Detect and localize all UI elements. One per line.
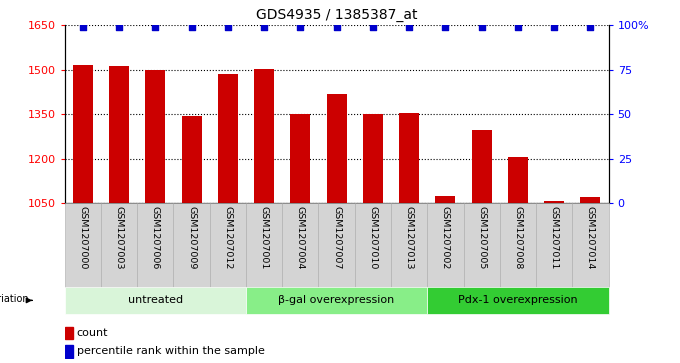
Bar — [65, 287, 246, 314]
Bar — [326, 94, 347, 203]
Bar — [573, 203, 609, 287]
Bar — [581, 197, 600, 203]
Point — [114, 24, 124, 30]
Bar — [508, 157, 528, 203]
Text: GSM1207002: GSM1207002 — [441, 206, 450, 269]
Point — [150, 24, 160, 30]
Bar — [182, 115, 201, 203]
Text: percentile rank within the sample: percentile rank within the sample — [77, 346, 265, 356]
Bar — [109, 66, 129, 203]
Point — [549, 24, 560, 30]
Bar — [391, 203, 427, 287]
Bar — [363, 114, 383, 203]
Text: GSM1207001: GSM1207001 — [260, 206, 269, 269]
Text: Pdx-1 overexpression: Pdx-1 overexpression — [458, 295, 578, 305]
Bar — [137, 203, 173, 287]
Text: GSM1207009: GSM1207009 — [187, 206, 196, 269]
Point — [404, 24, 415, 30]
Bar — [472, 130, 492, 203]
Bar — [464, 203, 500, 287]
Point — [367, 24, 378, 30]
Text: GSM1207014: GSM1207014 — [586, 206, 595, 269]
Bar — [101, 203, 137, 287]
Bar — [399, 113, 419, 203]
Point — [585, 24, 596, 30]
Bar — [73, 65, 92, 203]
Point — [186, 24, 197, 30]
Bar — [355, 203, 391, 287]
Point — [295, 24, 306, 30]
Text: untreated: untreated — [128, 295, 183, 305]
Text: GSM1207012: GSM1207012 — [223, 206, 233, 269]
Point — [78, 24, 88, 30]
Bar — [427, 203, 464, 287]
Bar — [65, 203, 101, 287]
Bar — [500, 203, 536, 287]
Text: count: count — [77, 328, 108, 338]
Bar — [246, 287, 427, 314]
Text: genotype/variation: genotype/variation — [0, 294, 29, 304]
Bar — [282, 203, 318, 287]
Text: GSM1207013: GSM1207013 — [405, 206, 413, 269]
Bar — [435, 196, 456, 203]
Point — [440, 24, 451, 30]
Bar — [254, 69, 274, 203]
Bar — [544, 201, 564, 203]
Bar — [318, 203, 355, 287]
Bar — [536, 203, 573, 287]
Bar — [427, 287, 609, 314]
Text: GSM1207008: GSM1207008 — [513, 206, 522, 269]
Bar — [218, 74, 238, 203]
Text: GSM1207006: GSM1207006 — [151, 206, 160, 269]
Text: GSM1207004: GSM1207004 — [296, 206, 305, 269]
Text: GSM1207007: GSM1207007 — [332, 206, 341, 269]
Text: β-gal overexpression: β-gal overexpression — [279, 295, 394, 305]
Point — [222, 24, 233, 30]
Bar — [65, 327, 73, 339]
Point — [258, 24, 269, 30]
Bar — [65, 345, 73, 358]
Point — [513, 24, 524, 30]
Bar — [246, 203, 282, 287]
Text: GSM1207005: GSM1207005 — [477, 206, 486, 269]
Title: GDS4935 / 1385387_at: GDS4935 / 1385387_at — [256, 8, 418, 22]
Text: GSM1207003: GSM1207003 — [114, 206, 124, 269]
Bar — [173, 203, 209, 287]
Text: GSM1207011: GSM1207011 — [549, 206, 559, 269]
Text: GSM1207000: GSM1207000 — [78, 206, 87, 269]
Bar — [290, 114, 310, 203]
Bar — [146, 70, 165, 203]
Bar — [209, 203, 246, 287]
Point — [476, 24, 487, 30]
Point — [331, 24, 342, 30]
Text: GSM1207010: GSM1207010 — [369, 206, 377, 269]
